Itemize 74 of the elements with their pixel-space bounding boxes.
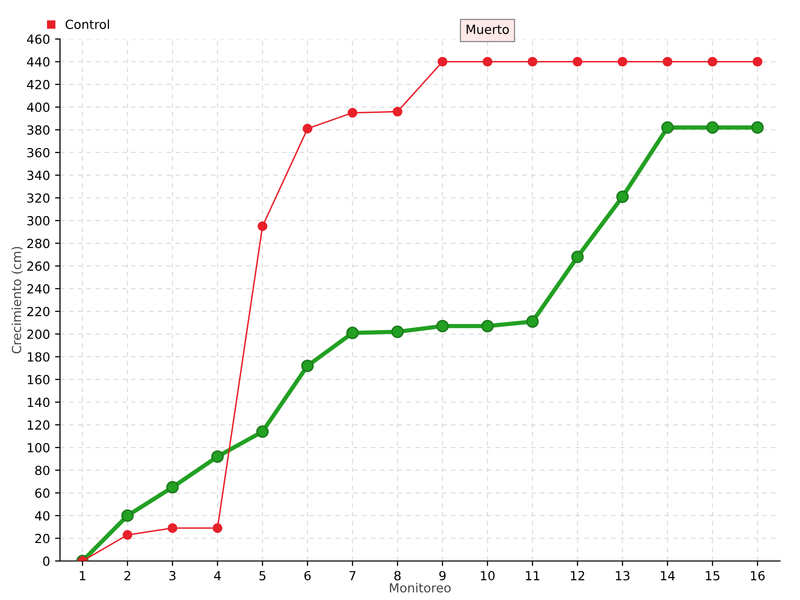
y-tick-label: 40 — [34, 511, 50, 521]
y-tick-label: 440 — [27, 57, 50, 67]
y-tick-label: 380 — [27, 125, 50, 135]
y-tick-label: 120 — [28, 420, 50, 430]
point — [616, 190, 629, 203]
x-tick-label: 1 — [80, 571, 86, 580]
x-tick-label: 9 — [439, 570, 446, 580]
point — [391, 326, 404, 338]
point — [751, 121, 764, 134]
y-tick-label: 340 — [27, 170, 50, 180]
point — [708, 56, 718, 67]
y-tick-label: 160 — [28, 374, 50, 384]
x-tick-label: 14 — [660, 571, 675, 580]
y-tick-label: 320 — [27, 193, 50, 203]
point — [121, 509, 134, 522]
point — [301, 360, 314, 372]
x-tick-label: 7 — [350, 571, 356, 580]
y-tick-label: 140 — [28, 398, 50, 408]
x-tick-label: 12 — [570, 570, 584, 580]
x-tick-label: 10 — [480, 570, 495, 580]
x-tick-label: 15 — [706, 571, 720, 580]
point — [752, 56, 762, 67]
point — [256, 425, 269, 438]
y-tick-label: 80 — [35, 466, 50, 476]
x-tick-label: 6 — [304, 570, 311, 580]
y-tick-label: 360 — [27, 148, 50, 158]
point — [661, 121, 674, 134]
point — [122, 530, 132, 540]
point — [618, 56, 628, 67]
point — [706, 121, 719, 134]
x-axis-title: Monitoreo — [390, 582, 451, 592]
y-tick-label: 100 — [28, 442, 50, 452]
y-tick-label: 400 — [27, 102, 50, 112]
point — [572, 56, 582, 67]
y-tick-label: 420 — [27, 80, 50, 90]
annotation: Muerto — [466, 24, 509, 34]
point — [258, 221, 268, 232]
y-tick-label: 0 — [43, 556, 50, 566]
y-tick-label: 20 — [35, 534, 50, 544]
point — [436, 320, 449, 332]
point — [168, 523, 178, 533]
point — [212, 523, 222, 533]
x-tick-label: 5 — [259, 571, 266, 580]
y-tick-label: 220 — [27, 306, 50, 316]
point — [528, 56, 538, 67]
point — [481, 320, 494, 332]
point — [348, 108, 358, 118]
point — [392, 106, 402, 116]
y-tick-label: 180 — [28, 352, 50, 362]
y-tick-label: 300 — [27, 216, 50, 226]
point — [482, 56, 492, 67]
x-tick-label: 13 — [616, 570, 630, 580]
point — [571, 250, 584, 264]
y-tick-label: 60 — [35, 488, 50, 498]
x-tick-label: 3 — [169, 570, 176, 580]
x-tick-label: 16 — [750, 570, 765, 580]
x-tick-label: 2 — [124, 570, 130, 580]
y-tick-label: 240 — [27, 284, 50, 294]
y-tick-label: 200 — [27, 330, 50, 339]
x-tick-label: 11 — [526, 571, 540, 580]
point — [662, 56, 672, 67]
point — [302, 124, 312, 134]
point — [211, 450, 224, 463]
point — [438, 56, 448, 67]
y-tick-label: 280 — [27, 238, 50, 248]
x-tick-label: 8 — [394, 570, 401, 580]
legend-label: Control — [66, 19, 109, 30]
y-tick-label: 460 — [27, 34, 50, 44]
point — [526, 315, 539, 328]
x-tick-label: 4 — [214, 571, 221, 580]
point — [166, 480, 179, 494]
y-axis-title: Crecimiento (cm) — [12, 246, 23, 354]
point — [346, 326, 359, 340]
y-tick-label: 260 — [27, 261, 50, 271]
